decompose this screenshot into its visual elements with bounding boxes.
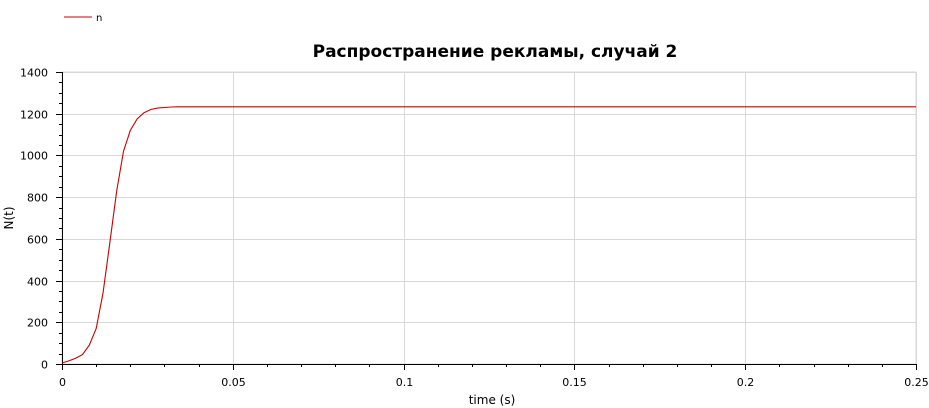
y-tick-label: 0 [41,359,48,372]
series-layer [61,106,916,364]
y-tick-label: 400 [27,276,48,289]
legend: n [64,13,102,24]
x-tick-label: 0.1 [396,376,414,389]
x-tick-label: 0 [59,376,66,389]
x-tick-label: 0.2 [737,376,755,389]
x-tick-label: 0.05 [221,376,246,389]
axes: 0 200 400 600 800 1000 1200 1400 0 0.05 0.1 0.15 0.2… [20,67,929,390]
y-axis-label: N(t) [2,206,16,229]
plot-frame [61,71,917,365]
grid [61,71,917,365]
series-line-n [61,106,916,364]
y-tick-label: 800 [27,192,48,205]
chart-title: Распространение рекламы, случай 2 [313,42,678,62]
y-tick-label: 1400 [20,67,48,80]
y-tick-label: 1200 [20,109,48,122]
x-tick-label: 0.15 [562,376,587,389]
x-tick-label: 0.25 [904,376,929,389]
y-tick-label: 1000 [20,150,48,163]
legend-label-n: n [96,13,102,24]
y-tick-label: 200 [27,317,48,330]
x-axis-label: time (s) [469,393,516,407]
y-tick-label: 600 [27,234,48,247]
